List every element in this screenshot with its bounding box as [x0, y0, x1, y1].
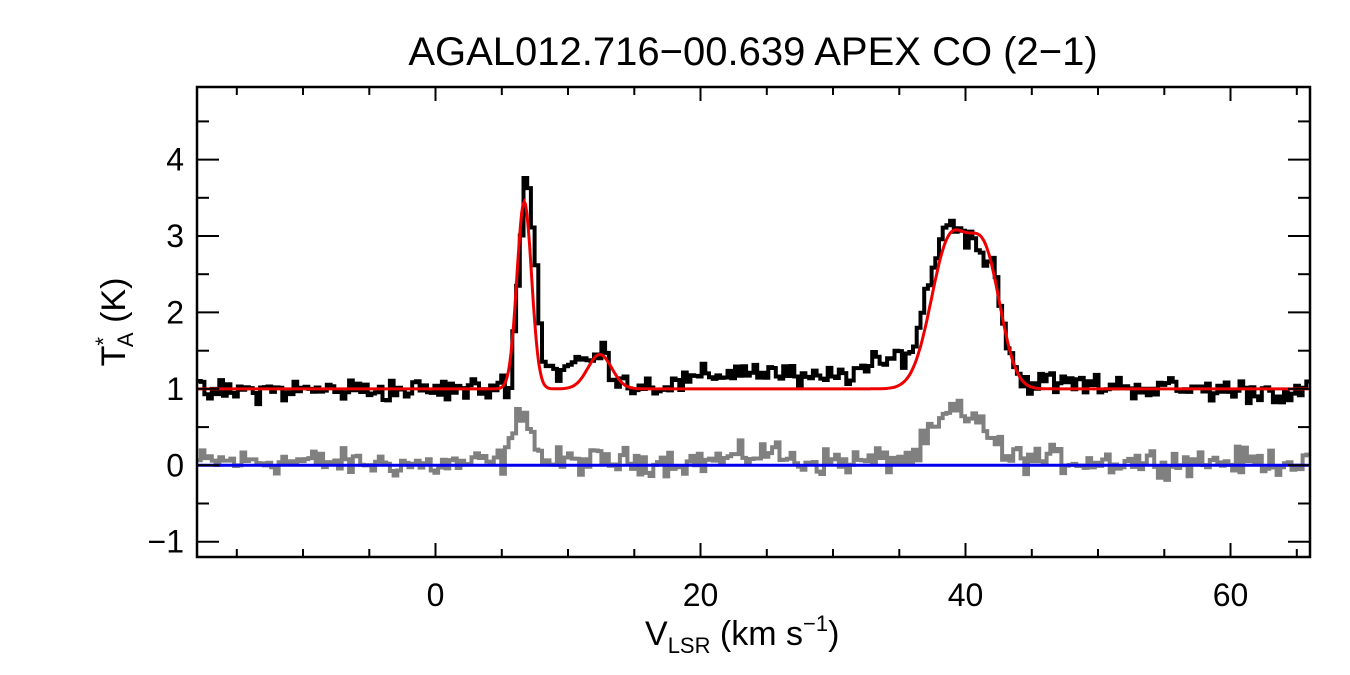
x-tick-label: 40 — [948, 577, 984, 613]
x-tick-label: 0 — [427, 577, 445, 613]
y-tick-label: 0 — [166, 447, 184, 483]
x-tick-label: 20 — [683, 577, 719, 613]
y-tick-label: 1 — [166, 371, 184, 407]
y-axis-label: T*A (K) — [91, 278, 138, 367]
y-tick-label: −1 — [148, 524, 184, 560]
chart-title: AGAL012.716−00.639 APEX CO (2−1) — [408, 30, 1097, 74]
x-tick-label: 60 — [1213, 577, 1249, 613]
series-layer — [197, 176, 1310, 482]
gaussian-fit-line — [197, 197, 1309, 391]
observed-spectrum-line — [197, 176, 1310, 407]
plot-area: 0 20 40 60 −1 0 1 2 3 4 — [148, 85, 1312, 613]
y-ticks: −1 0 1 2 3 4 — [148, 120, 1310, 560]
x-axis-label: VLSR (km s−1) — [645, 611, 839, 658]
y-tick-label: 2 — [166, 294, 184, 330]
residual-spectrum-line — [197, 398, 1310, 482]
y-tick-label: 4 — [166, 142, 184, 178]
y-tick-label: 3 — [166, 218, 184, 254]
plot-frame — [195, 85, 1312, 559]
x-ticks: 0 20 40 60 — [235, 87, 1298, 613]
